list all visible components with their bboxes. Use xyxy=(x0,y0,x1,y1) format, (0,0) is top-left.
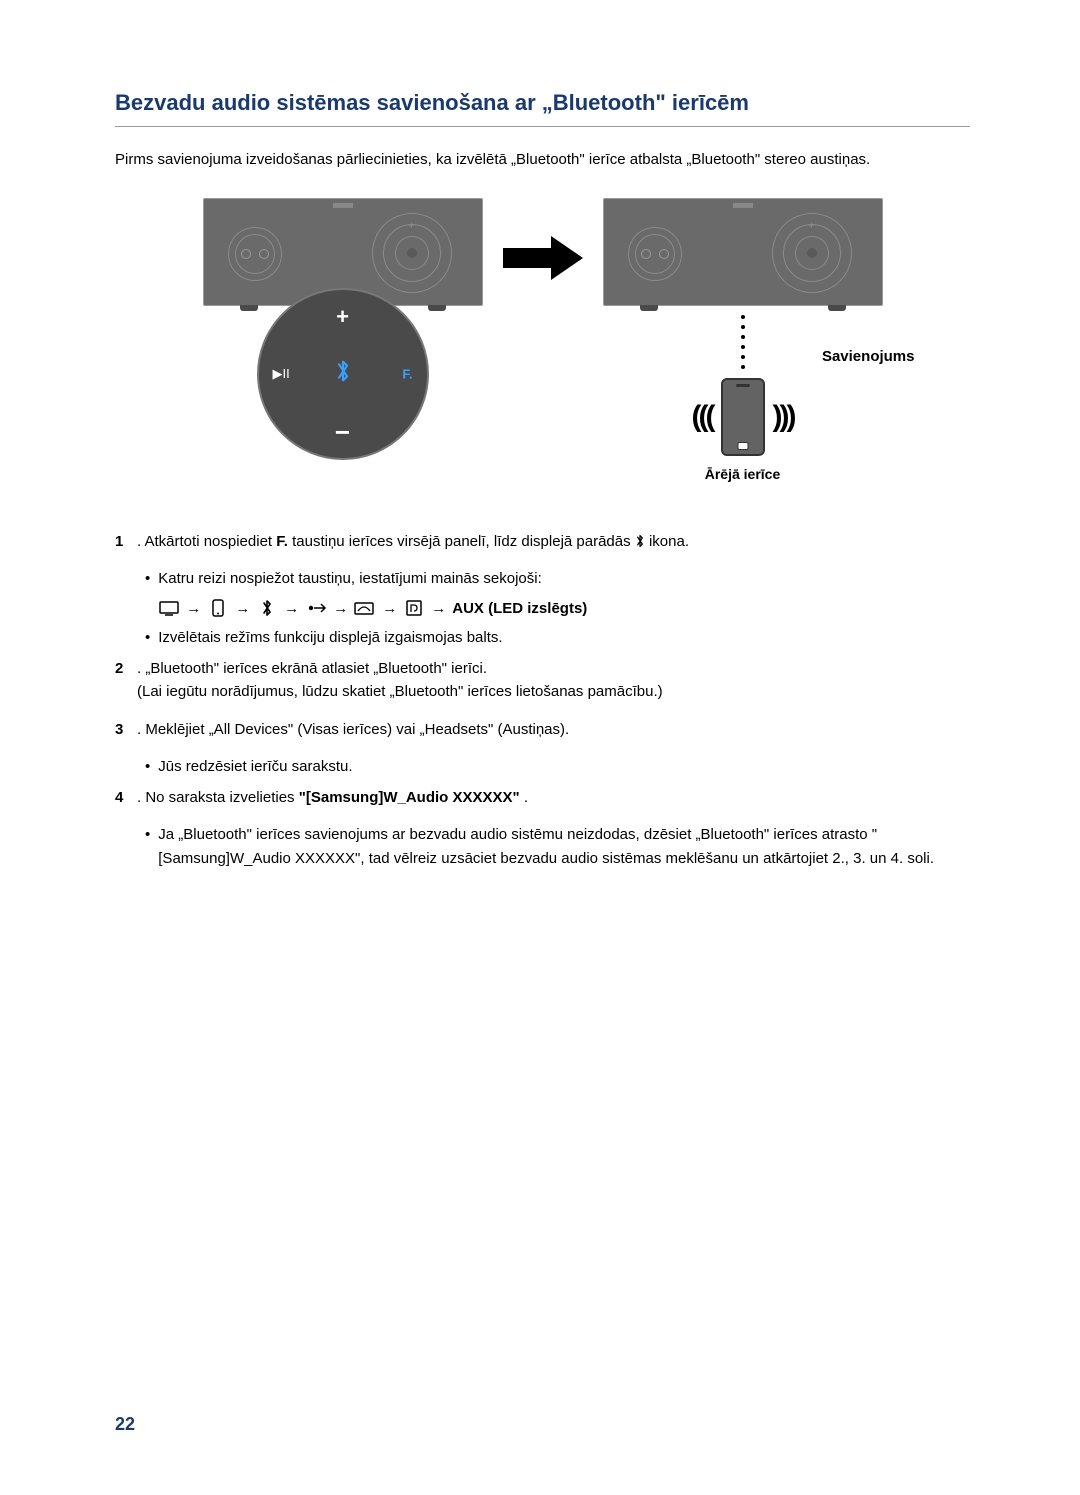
bluetooth-inline-icon xyxy=(635,533,645,550)
dial-plus-icon: + xyxy=(336,304,349,330)
bullet-icon: • xyxy=(145,755,150,778)
function-key-label: F. xyxy=(276,533,288,550)
dial-bluetooth-icon xyxy=(334,359,352,389)
wave-right-icon: ))) xyxy=(773,400,794,434)
bullet-icon: • xyxy=(145,567,150,620)
step-text: . Atkārtoti nospiediet xyxy=(137,533,276,550)
sub-text: Katru reizi nospiežot taustiņu, iestatīj… xyxy=(158,570,542,587)
step-text: (Lai iegūtu norādījumus, lūdzu skatiet „… xyxy=(137,683,663,700)
bullet-icon: • xyxy=(145,823,150,870)
control-dial-zoom: + − ▶II F. xyxy=(257,288,429,460)
sub-text: Izvēlētais režīms funkciju displejā izga… xyxy=(158,626,502,649)
step-text: . „Bluetooth" ierīces ekrānā atlasiet „B… xyxy=(137,660,487,677)
device-name: "[Samsung]W_Audio XXXXXX" xyxy=(299,789,520,806)
sub-text: Jūs redzēsiet ierīču sarakstu. xyxy=(158,755,352,778)
speaker-front-right: +− xyxy=(603,198,883,306)
sub-text: Ja „Bluetooth" ierīces savienojums ar be… xyxy=(158,823,970,870)
speaker-grille-small xyxy=(228,227,282,281)
step-4: 4 . No saraksta izvelieties "[Samsung]W_… xyxy=(115,786,970,809)
soundshare-icon xyxy=(354,599,376,617)
step-3: 3 . Meklējiet „All Devices" (Visas ierīc… xyxy=(115,718,970,741)
page-number: 22 xyxy=(115,1414,135,1435)
mode-sequence: → → → → → → AUX (LED izslēgts) xyxy=(158,597,970,620)
speaker-grille-large: +− xyxy=(372,213,452,293)
intro-text: Pirms savienojuma izveidošanas pārliecin… xyxy=(115,151,970,168)
arrow-right-icon xyxy=(503,236,583,285)
step-1: 1 . Atkārtoti nospiediet F. taustiņu ier… xyxy=(115,530,970,553)
section-heading: Bezvadu audio sistēmas savienošana ar „B… xyxy=(115,90,970,127)
step-number: 4 xyxy=(115,786,133,809)
diagram-right: +− Savienojums ((( ))) Ārējā ierīce xyxy=(603,198,883,482)
wave-left-icon: ((( xyxy=(692,400,713,434)
dial-function-label: F. xyxy=(402,367,412,382)
phone-icon xyxy=(721,378,765,456)
mode-aux-text: AUX (LED izslēgts) xyxy=(452,597,587,620)
speaker-grille-large: +− xyxy=(772,213,852,293)
step-number: 3 xyxy=(115,718,133,741)
step-2: 2 . „Bluetooth" ierīces ekrānā atlasiet … xyxy=(115,657,970,704)
step-number: 1 xyxy=(115,530,133,553)
bluetooth-mode-icon xyxy=(256,599,278,617)
step-3-sub: • Jūs redzēsiet ierīču sarakstu. xyxy=(145,755,970,778)
diagram-left: +− + − ▶II F. xyxy=(203,198,483,306)
steps-list: 1 . Atkārtoti nospiediet F. taustiņu ier… xyxy=(115,530,970,870)
external-device-label: Ārējā ierīce xyxy=(705,466,781,482)
tv-icon xyxy=(158,599,180,617)
diagram-area: +− + − ▶II F. +− xyxy=(115,198,970,482)
step-1-sub: • Katru reizi nospiežot taustiņu, iestat… xyxy=(145,567,970,649)
speaker-grille-small xyxy=(628,227,682,281)
step-text: ikona. xyxy=(649,533,689,550)
step-text: . xyxy=(524,789,528,806)
phone-with-waves: ((( ))) xyxy=(692,378,794,456)
step-number: 2 xyxy=(115,657,133,704)
mobile-icon xyxy=(207,599,229,617)
step-text: . No saraksta izvelieties xyxy=(137,789,299,806)
step-4-sub: • Ja „Bluetooth" ierīces savienojums ar … xyxy=(145,823,970,870)
usb-icon xyxy=(403,599,425,617)
dial-minus-icon: − xyxy=(335,417,350,448)
step-text: . Meklējiet „All Devices" (Visas ierīces… xyxy=(137,721,569,738)
connection-dotted-line xyxy=(741,312,745,372)
dial-playpause-icon: ▶II xyxy=(273,366,290,382)
connection-label: Savienojums xyxy=(822,348,915,365)
aux-icon xyxy=(305,599,327,617)
step-text: taustiņu ierīces virsējā panelī, līdz di… xyxy=(292,533,635,550)
bullet-icon: • xyxy=(145,626,150,649)
